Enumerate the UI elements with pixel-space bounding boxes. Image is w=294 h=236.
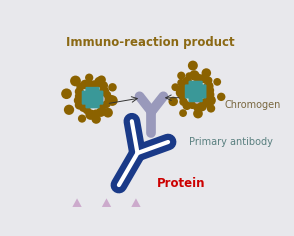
Circle shape	[193, 104, 201, 111]
Circle shape	[168, 97, 178, 106]
Circle shape	[185, 89, 190, 95]
Circle shape	[99, 95, 105, 101]
Circle shape	[179, 109, 187, 117]
Circle shape	[100, 100, 106, 105]
FancyBboxPatch shape	[188, 81, 203, 102]
FancyBboxPatch shape	[185, 84, 206, 98]
Circle shape	[176, 87, 187, 98]
Circle shape	[195, 91, 200, 96]
Circle shape	[204, 89, 214, 100]
Circle shape	[194, 74, 204, 84]
Circle shape	[199, 74, 208, 83]
Circle shape	[79, 103, 88, 112]
FancyBboxPatch shape	[86, 87, 100, 108]
Circle shape	[207, 104, 215, 113]
Circle shape	[205, 95, 216, 106]
Circle shape	[74, 96, 83, 105]
Circle shape	[94, 77, 105, 88]
Circle shape	[202, 68, 211, 78]
Circle shape	[70, 76, 81, 86]
Circle shape	[206, 86, 214, 95]
Circle shape	[203, 81, 213, 91]
Text: Chromogen: Chromogen	[224, 100, 281, 110]
Circle shape	[75, 101, 84, 110]
Circle shape	[194, 99, 200, 104]
Circle shape	[83, 106, 91, 114]
Circle shape	[97, 76, 106, 84]
Polygon shape	[131, 198, 141, 207]
Circle shape	[185, 72, 193, 80]
Text: Protein: Protein	[157, 177, 206, 190]
Circle shape	[189, 70, 200, 80]
Polygon shape	[72, 198, 82, 207]
Circle shape	[178, 93, 186, 101]
Circle shape	[205, 77, 213, 84]
Circle shape	[103, 108, 113, 118]
Circle shape	[61, 88, 72, 99]
Circle shape	[99, 86, 109, 96]
Circle shape	[105, 94, 115, 105]
Circle shape	[197, 101, 207, 111]
Circle shape	[188, 61, 198, 71]
Circle shape	[99, 81, 108, 90]
Circle shape	[182, 77, 192, 86]
Circle shape	[80, 80, 90, 89]
Circle shape	[188, 101, 196, 109]
Circle shape	[171, 83, 179, 91]
Circle shape	[88, 87, 93, 92]
FancyBboxPatch shape	[82, 91, 103, 105]
Circle shape	[179, 97, 188, 106]
Circle shape	[103, 100, 111, 108]
Circle shape	[217, 93, 225, 101]
Circle shape	[107, 95, 118, 106]
Circle shape	[92, 91, 97, 97]
Circle shape	[103, 91, 111, 99]
Circle shape	[201, 98, 210, 108]
Circle shape	[90, 80, 98, 88]
Circle shape	[85, 110, 96, 120]
Circle shape	[213, 78, 221, 86]
Circle shape	[64, 105, 74, 115]
Circle shape	[183, 101, 191, 110]
Circle shape	[92, 110, 100, 117]
Circle shape	[91, 114, 101, 124]
Circle shape	[193, 109, 203, 118]
Circle shape	[78, 114, 86, 123]
Circle shape	[96, 107, 106, 117]
Circle shape	[85, 74, 93, 82]
Circle shape	[90, 94, 95, 99]
Polygon shape	[102, 198, 111, 207]
Circle shape	[203, 88, 208, 93]
Circle shape	[177, 79, 185, 86]
Text: Immuno-reaction product: Immuno-reaction product	[66, 36, 235, 49]
Circle shape	[76, 83, 85, 91]
Circle shape	[178, 84, 186, 93]
Circle shape	[99, 103, 106, 110]
Circle shape	[196, 85, 201, 90]
Circle shape	[90, 93, 96, 98]
Circle shape	[75, 92, 83, 100]
Circle shape	[96, 102, 101, 107]
Circle shape	[85, 80, 95, 90]
Circle shape	[192, 89, 197, 94]
Circle shape	[108, 83, 117, 92]
Circle shape	[177, 72, 185, 80]
Circle shape	[88, 101, 94, 106]
Circle shape	[197, 87, 202, 92]
Text: Primary antibody: Primary antibody	[189, 136, 273, 147]
Circle shape	[194, 91, 200, 96]
Circle shape	[75, 87, 84, 96]
